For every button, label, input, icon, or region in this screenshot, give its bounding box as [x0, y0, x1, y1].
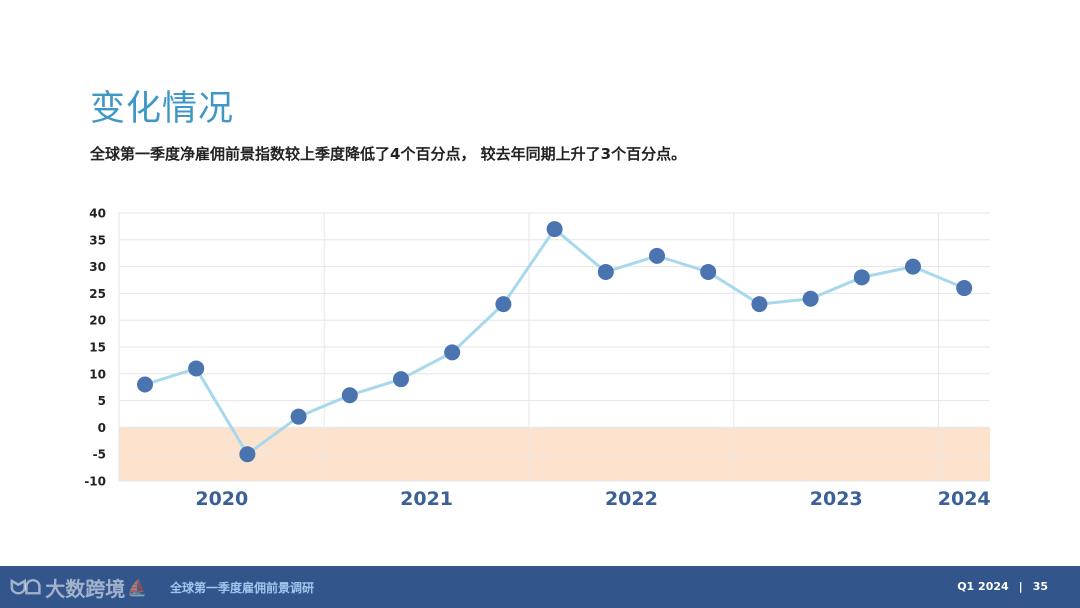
- page-number: 35: [1032, 580, 1048, 593]
- report-period: Q1 2024: [957, 580, 1009, 593]
- y-tick-label: 0: [98, 421, 106, 435]
- y-tick-label: 10: [89, 367, 106, 381]
- page-info: Q1 2024 | 35: [957, 580, 1048, 593]
- x-year-label: 2024: [938, 488, 991, 510]
- y-tick-label: 20: [89, 314, 106, 328]
- y-tick-label: 35: [89, 233, 106, 247]
- x-year-label: 2022: [605, 488, 658, 510]
- footer-logo: ᗢᗝ 大数跨境 ⛵: [10, 570, 147, 604]
- series-line: [144, 227, 965, 456]
- report-name: 全球第一季度雇佣前景调研: [170, 581, 315, 595]
- x-year-label: 2023: [810, 488, 863, 510]
- y-tick-label: -10: [84, 475, 106, 489]
- line-chart: 40 35 30 25 20 15 10 5 0 -5 -10 2020 2021 2022 2023 202…: [84, 207, 991, 511]
- data-point: [905, 258, 921, 275]
- page-separator: |: [1018, 580, 1023, 593]
- page-title: 变化情况: [90, 89, 235, 129]
- data-point: [188, 360, 205, 377]
- page-subtitle: 全球第一季度净雇佣前景指数较上季度降低了4个百分点， 较去年同期上升了3个百分点…: [90, 145, 687, 163]
- data-point: [546, 221, 563, 238]
- x-year-label: 2021: [400, 488, 453, 510]
- data-point: [956, 280, 973, 297]
- data-point: [853, 269, 870, 286]
- data-point: [700, 263, 717, 280]
- data-point: [444, 344, 461, 361]
- y-tick-label: 5: [98, 394, 106, 408]
- y-tick-label: 40: [89, 207, 106, 221]
- data-point: [802, 290, 819, 307]
- data-point: [290, 408, 307, 425]
- y-tick-label: -5: [93, 448, 106, 462]
- data-point: [649, 247, 665, 264]
- data-point: [495, 296, 512, 313]
- logo-icon: ᗢᗝ: [10, 575, 41, 599]
- footer-bar: ᗢᗝ 大数跨境 ⛵ 全球第一季度雇佣前景调研 Q1 2024 | 35: [0, 566, 1080, 608]
- y-tick-label: 25: [89, 287, 106, 301]
- fish-icon: ⛵: [127, 577, 148, 597]
- y-tick-label: 15: [89, 341, 106, 355]
- logo-text: 大数跨境: [45, 576, 126, 601]
- data-point: [341, 387, 358, 404]
- data-point: [137, 376, 153, 393]
- data-point: [597, 263, 614, 280]
- data-point: [751, 296, 768, 313]
- data-point: [239, 446, 256, 463]
- x-year-label: 2020: [195, 488, 248, 510]
- y-tick-label: 30: [89, 260, 106, 274]
- data-point: [393, 371, 409, 388]
